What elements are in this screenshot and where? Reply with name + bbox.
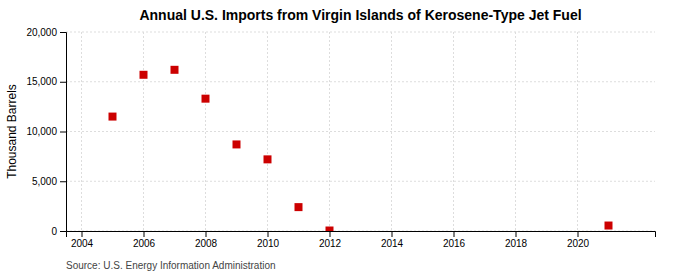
tick-label: 2008 [195, 238, 218, 249]
tick-label: 10,000 [26, 126, 57, 137]
tick-label: 15,000 [26, 76, 57, 87]
point [233, 140, 241, 148]
x-axis: 2004 2006 2008 2010 2012 2014 2016 2018 2020 [67, 231, 656, 249]
tick-label: 2004 [71, 238, 94, 249]
point [171, 66, 179, 74]
y-axis: 0 5,000 10,000 15,000 20,000 [26, 27, 66, 237]
tick-label: 2006 [133, 238, 156, 249]
tick: 2020 [567, 231, 590, 249]
tick: 15,000 [26, 76, 66, 87]
tick: 10,000 [26, 126, 66, 137]
y-axis-title: Thousand Barrels [5, 84, 19, 179]
plot: 2004 2006 2008 2010 2012 2014 2016 2018 2020 0 5,0… [26, 27, 655, 249]
grid-line-y [66, 131, 655, 132]
title: Annual U.S. Imports from Virgin Islands … [139, 7, 581, 23]
tick: 2016 [443, 231, 466, 249]
tick-label: 2018 [505, 238, 528, 249]
point [295, 203, 303, 211]
tick-label: 20,000 [26, 27, 57, 38]
tick-label: 2010 [257, 238, 280, 249]
grid-line-y [66, 32, 655, 33]
point [109, 113, 117, 121]
tick: 20,000 [26, 27, 66, 38]
tick-mark [454, 231, 455, 237]
tick-label: 2020 [567, 238, 590, 249]
grid-line-x [81, 32, 82, 231]
tick-mark [60, 181, 66, 182]
grid-line-y [66, 181, 655, 182]
grid-line-x [205, 32, 206, 231]
source: Source: U.S. Energy Information Administ… [66, 260, 276, 271]
grid-line-x [329, 32, 330, 231]
tick: 2006 [133, 231, 156, 249]
tick-mark [82, 231, 83, 237]
point [140, 71, 148, 79]
tick-mark [268, 231, 269, 237]
tick: 2018 [505, 231, 528, 249]
tick-label: 2012 [319, 238, 342, 249]
point [202, 95, 210, 103]
tick-label: 2014 [381, 238, 404, 249]
point [326, 227, 334, 231]
tick: 2012 [319, 231, 342, 249]
point [264, 155, 272, 163]
tick-mark [60, 82, 66, 83]
grid-line-x [453, 32, 454, 231]
tick: 2010 [257, 231, 280, 249]
tick-mark [330, 231, 331, 237]
tick: 5,000 [32, 176, 66, 187]
tick: 2004 [71, 231, 94, 249]
tick-mark [392, 231, 393, 237]
tick-mark [144, 231, 145, 237]
grid [66, 32, 655, 231]
tick-mark [60, 32, 66, 33]
grid-line-y [66, 81, 655, 82]
axis-line [60, 33, 67, 232]
point [605, 222, 613, 230]
tick-mark [60, 132, 66, 133]
tick-mark [578, 231, 579, 237]
axis-line [67, 232, 656, 238]
tick: 0 [51, 226, 66, 237]
tick-mark [516, 231, 517, 237]
tick-label: 5,000 [32, 176, 57, 187]
tick-label: 0 [51, 226, 57, 237]
tick-mark [60, 231, 66, 232]
tick: 2014 [381, 231, 404, 249]
grid-line-x [577, 32, 578, 231]
chart: 2004 2006 2008 2010 2012 2014 2016 2018 2020 0 5,0… [0, 0, 675, 275]
tick-mark [206, 231, 207, 237]
points [109, 66, 613, 231]
tick-label: 2016 [443, 238, 466, 249]
tick: 2008 [195, 231, 218, 249]
